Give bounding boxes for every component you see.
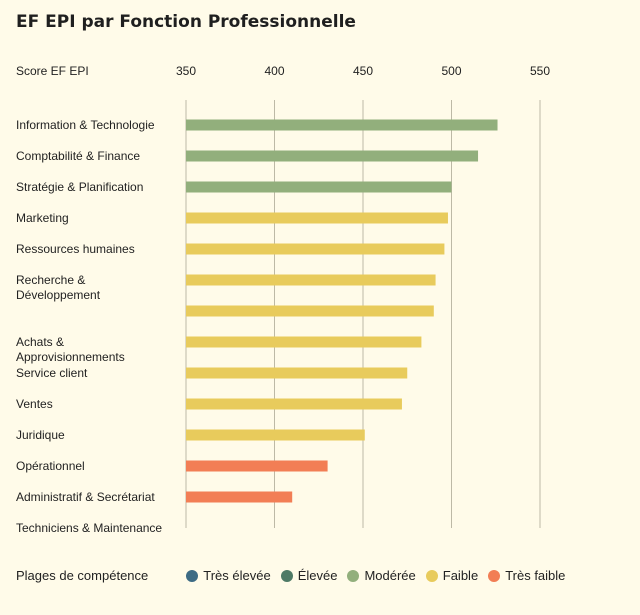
category-label: Information & Technologie [16, 118, 155, 132]
bar [186, 460, 328, 472]
chart-title: EF EPI par Fonction Professionnelle [16, 12, 356, 32]
x-tick-label: 550 [530, 64, 550, 78]
category-label: Opérationnel [16, 459, 85, 473]
legend-item-faible: Faible [425, 568, 479, 583]
bar [186, 429, 365, 441]
x-tick-label: 350 [176, 64, 196, 78]
bar [186, 336, 422, 348]
legend-label: Très faible [505, 568, 566, 583]
legend-swatch [425, 569, 438, 582]
legend: Plages de compétence Très élevée Élevée … [16, 568, 636, 583]
category-label: Techniciens & Maintenance [16, 521, 162, 535]
legend-label: Faible [442, 568, 479, 583]
legend-swatch [347, 569, 360, 582]
category-label: Recherche & Développement [16, 273, 101, 302]
legend-item-moderee: Modérée [347, 568, 416, 583]
legend-item-tres-elevee: Très élevée [186, 568, 271, 583]
bar [186, 181, 452, 193]
bar [186, 119, 498, 131]
bar [186, 212, 448, 224]
bar [186, 491, 293, 503]
category-label: Service client [16, 366, 88, 380]
x-tick-label: 450 [353, 64, 373, 78]
legend-label: Modérée [364, 568, 416, 583]
category-label: Marketing [16, 211, 69, 225]
legend-label: Très élevée [203, 568, 271, 583]
bar [186, 367, 408, 379]
category-label: Comptabilité & Finance [16, 149, 140, 163]
category-label: Ressources humaines [16, 242, 135, 256]
legend-item-elevee: Élevée [280, 568, 338, 583]
bar-chart: Score EF EPI 350 400 450 500 550 Information &… [16, 64, 550, 535]
category-label: Stratégie & Planification [16, 180, 143, 194]
legend-item-tres-faible: Très faible [488, 568, 565, 583]
legend-swatch [280, 569, 293, 582]
bar [186, 150, 479, 162]
legend-swatch [488, 569, 501, 582]
x-tick-label: 500 [441, 64, 461, 78]
x-axis-label: Score EF EPI [16, 64, 89, 78]
category-label: Juridique [16, 428, 65, 442]
legend-title: Plages de compétence [16, 568, 149, 583]
bar [186, 305, 434, 317]
category-label: Administratif & Secrétariat [16, 490, 155, 504]
legend-swatch [186, 569, 199, 582]
bar [186, 398, 402, 410]
legend-label: Élevée [297, 568, 338, 583]
x-tick-label: 400 [264, 64, 284, 78]
category-label: Achats & Approvisionnements [16, 335, 125, 364]
bar [186, 274, 436, 286]
category-label: Ventes [16, 397, 53, 411]
bar [186, 243, 445, 255]
